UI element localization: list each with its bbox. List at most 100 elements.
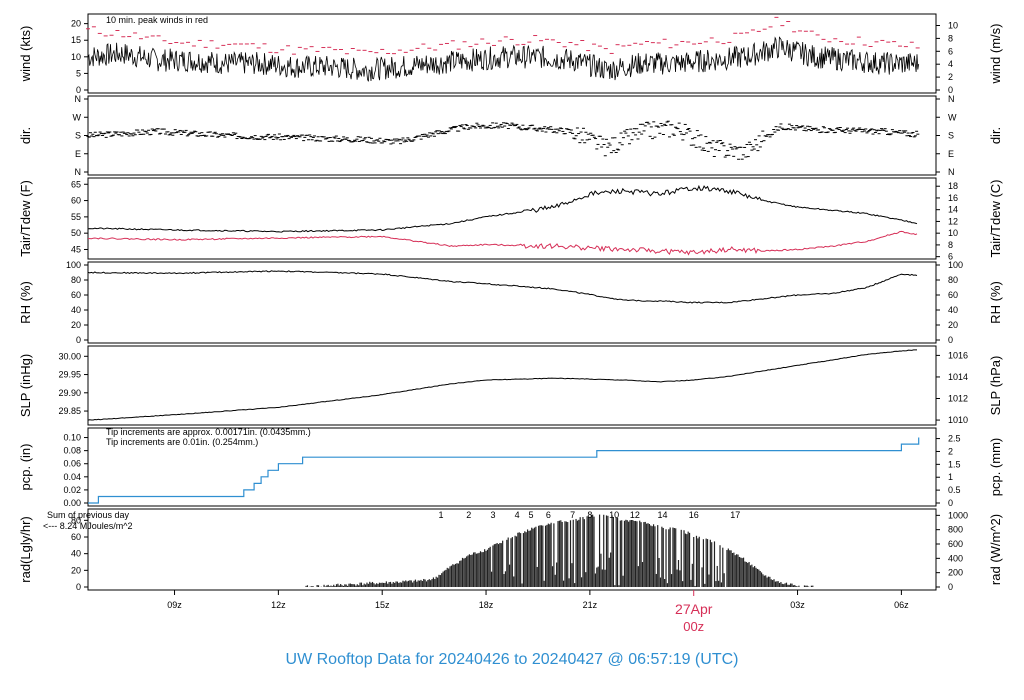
y-tick-label-right: 6 <box>948 46 953 56</box>
rh-line <box>87 270 918 304</box>
x-tick-label: 03z <box>790 600 805 610</box>
y-tick-label-right: 1010 <box>948 415 968 425</box>
dew-point-line <box>88 230 918 256</box>
day-label-sub: 00z <box>683 619 704 634</box>
panel-frame <box>87 427 937 507</box>
y-tick-label-right: N <box>948 167 955 177</box>
y-tick-label-right: 200 <box>948 568 963 578</box>
y-tick-label-right: E <box>948 149 954 159</box>
radiation-sum-label: Sum of previous day <box>47 510 130 520</box>
y-tick-label-right: 20 <box>948 320 958 330</box>
panel-0: wind (kts) wind (m/s) 0 5 10 15 20 0 2 4 6 8 10 10 mi… <box>18 13 1003 95</box>
hour-marker: 4 <box>515 510 520 520</box>
y-tick-label-left: 100 <box>66 260 81 270</box>
y-tick-label-right: 6 <box>948 252 953 262</box>
panel-1: dir. dir.N NE ES SW WN N <box>18 94 1003 177</box>
y-tick-label-left: 40 <box>71 549 81 559</box>
y-tick-label-left: 80 <box>71 515 81 525</box>
y-axis-label-right: pcp. (mm) <box>988 438 1003 497</box>
y-tick-label-left: 55 <box>71 212 81 222</box>
y-tick-label-left: 65 <box>71 179 81 189</box>
y-tick-label-right: 12 <box>948 216 958 226</box>
y-tick-label-left: 0.06 <box>63 459 81 469</box>
y-axis-label-left: rad(Lgly/hr) <box>18 516 33 582</box>
y-tick-label-right: 80 <box>948 275 958 285</box>
panel-frame <box>87 177 937 260</box>
y-axis-label-left: Tair/Tdew (F) <box>18 180 33 257</box>
y-tick-label-right: 2 <box>948 446 953 456</box>
hour-marker: 5 <box>529 510 534 520</box>
y-tick-label-right: 4 <box>948 59 953 69</box>
panel-3: RH (%) RH (%) 0 20 40 60 80 100 0 20 40 60 80 100 <box>18 260 1003 345</box>
hour-marker: 17 <box>730 510 740 520</box>
y-tick-label-right: 60 <box>948 290 958 300</box>
y-tick-label-right: 2.5 <box>948 434 961 444</box>
y-axis-label-left: dir. <box>18 127 33 144</box>
y-tick-label-left: 45 <box>71 244 81 254</box>
y-tick-label-right: S <box>948 131 954 141</box>
y-tick-label-left: N <box>75 167 82 177</box>
precip-step-line <box>88 437 920 504</box>
peak-wind-annotation: 10 min. peak winds in red <box>106 15 208 25</box>
y-tick-label-left: 80 <box>71 275 81 285</box>
y-tick-label-left: 0.04 <box>63 472 81 482</box>
y-tick-label-right: 800 <box>948 525 963 535</box>
y-axis-label-right: SLP (hPa) <box>988 356 1003 416</box>
y-tick-label-left: 0 <box>76 85 81 95</box>
y-tick-label-right: 100 <box>948 260 963 270</box>
y-tick-label-left: 15 <box>71 35 81 45</box>
tip-annotation-approx: Tip increments are approx. 0.00171in. (0… <box>106 427 311 437</box>
hour-marker: 8 <box>587 510 592 520</box>
y-tick-label-right: 0 <box>948 85 953 95</box>
y-axis-label-right: rad (W/m^2) <box>988 514 1003 585</box>
y-tick-label-right: 400 <box>948 553 963 563</box>
chart-title: UW Rooftop Data for 20240426 to 20240427… <box>286 651 739 668</box>
x-tick-label: 15z <box>375 600 390 610</box>
slp-line <box>87 349 917 421</box>
y-tick-label-left: 0 <box>76 582 81 592</box>
y-tick-label-left: 0.10 <box>63 433 81 443</box>
y-tick-label-left: E <box>75 149 81 159</box>
y-tick-label-right: 1.5 <box>948 459 961 469</box>
hour-marker: 10 <box>609 510 619 520</box>
y-tick-label-right: 18 <box>948 181 958 191</box>
hour-marker: 3 <box>490 510 495 520</box>
panel-frame <box>87 508 937 591</box>
y-tick-label-right: 1 <box>948 472 953 482</box>
y-tick-label-left: 20 <box>71 565 81 575</box>
y-tick-label-left: 0.02 <box>63 485 81 495</box>
y-tick-label-left: 0.00 <box>63 498 81 508</box>
x-tick-label: 21z <box>583 600 598 610</box>
y-axis-label-right: RH (%) <box>988 281 1003 324</box>
y-tick-label-left: S <box>75 131 81 141</box>
wind-series-line <box>87 36 920 82</box>
y-tick-label-left: 60 <box>71 532 81 542</box>
x-axis: 09z 12z 15z 18z 21z 03z 06z 27Apr 00z <box>167 590 909 634</box>
y-tick-label-left: 5 <box>76 68 81 78</box>
y-tick-label-left: 20 <box>71 320 81 330</box>
y-tick-label-left: 20 <box>71 19 81 29</box>
y-tick-label-left: 29.85 <box>58 406 81 416</box>
y-axis-label-left: SLP (inHg) <box>18 354 33 417</box>
y-axis-label-left: pcp. (in) <box>18 444 33 491</box>
air-temp-line <box>87 184 918 233</box>
x-tick-label: 18z <box>479 600 494 610</box>
y-axis-label-right: wind (m/s) <box>988 24 1003 85</box>
hour-marker: 16 <box>689 510 699 520</box>
panel-4: SLP (inHg) SLP (hPa) 29.85 29.90 29.95 30.00 1… <box>18 345 1003 426</box>
y-tick-label-right: 0 <box>948 335 953 345</box>
y-tick-label-right: 40 <box>948 305 958 315</box>
y-tick-label-left: 50 <box>71 228 81 238</box>
y-axis-label-left: RH (%) <box>18 281 33 324</box>
y-tick-label-right: 10 <box>948 228 958 238</box>
x-tick-label: 09z <box>167 600 182 610</box>
y-tick-label-left: 29.95 <box>58 370 81 380</box>
y-tick-label-right: 10 <box>948 20 958 30</box>
y-tick-label-left: 40 <box>71 305 81 315</box>
hour-marker: 14 <box>658 510 668 520</box>
y-tick-label-left: 30.00 <box>58 351 81 361</box>
y-tick-label-right: 1012 <box>948 394 968 404</box>
y-tick-label-left: N <box>75 94 82 104</box>
